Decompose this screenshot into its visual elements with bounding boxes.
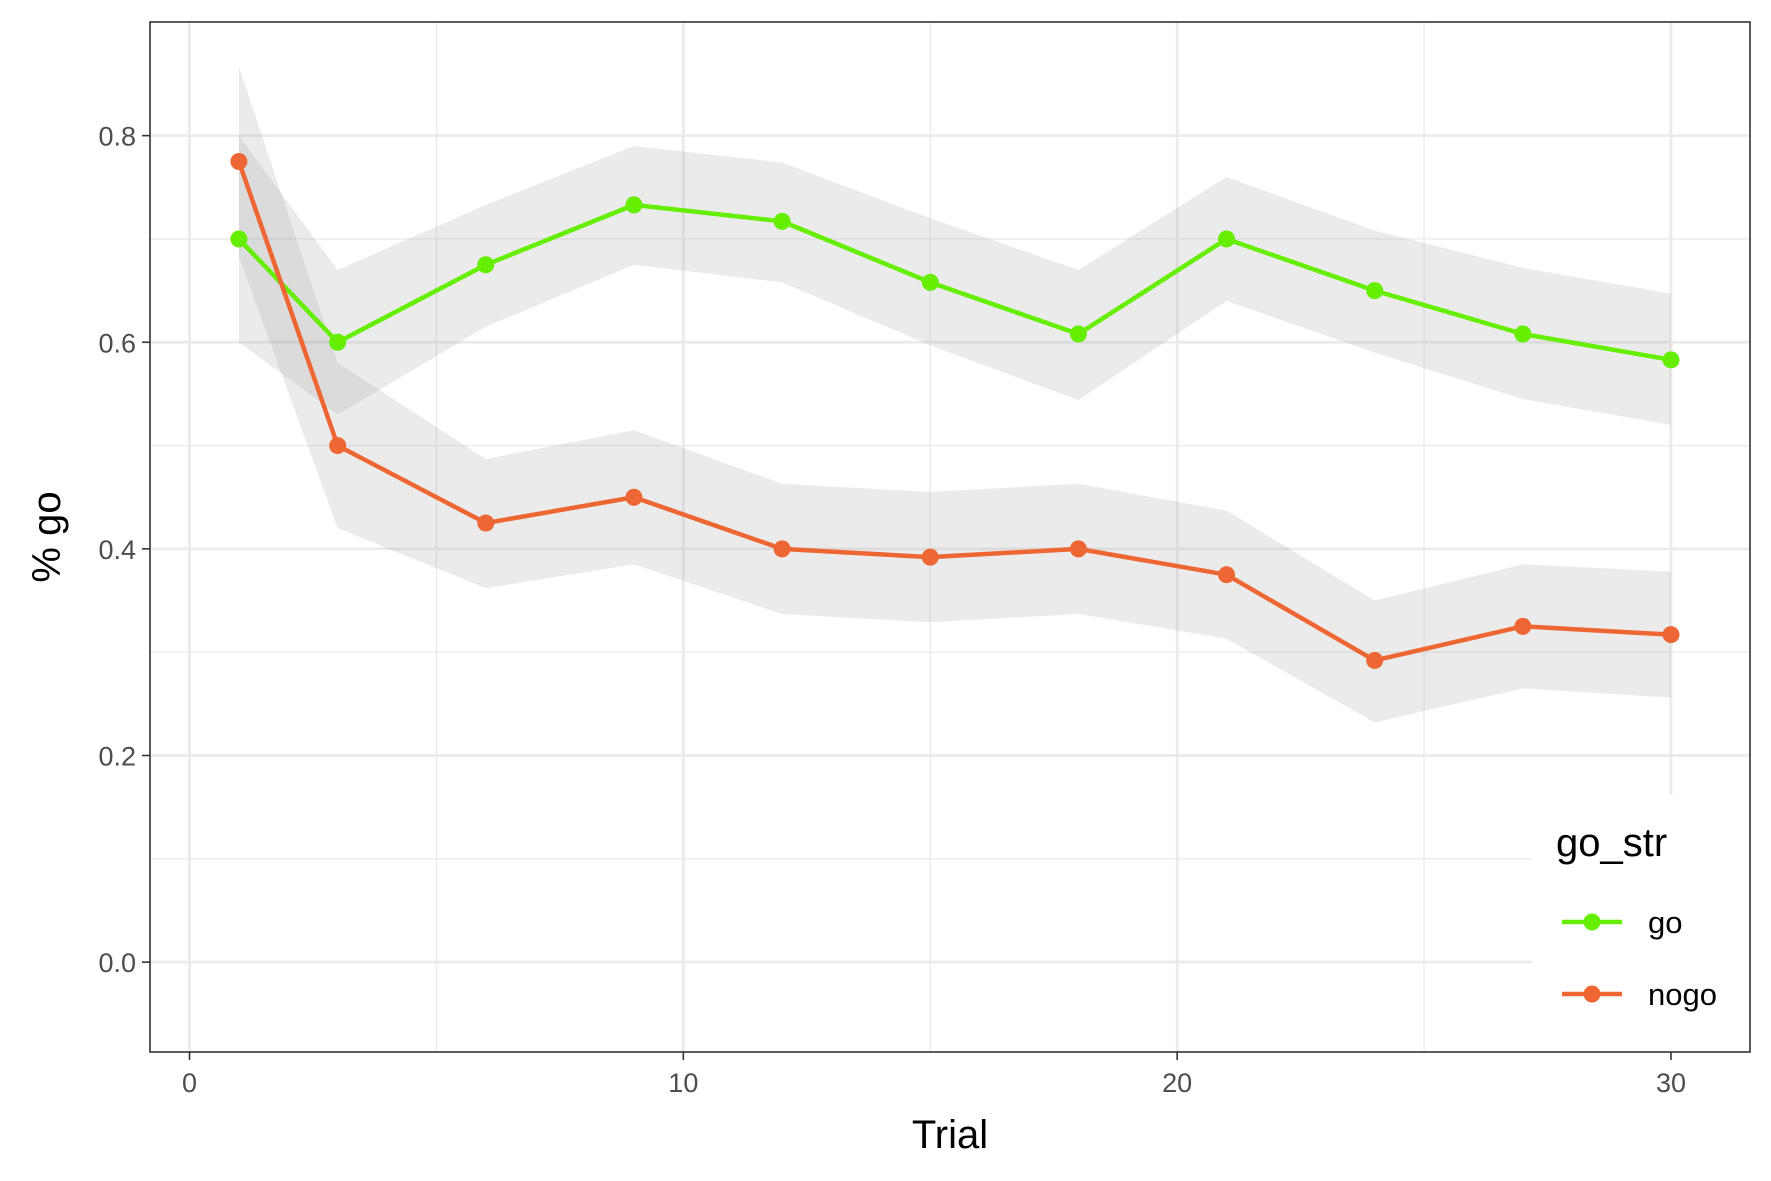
y-tick-label: 0.8 [98,122,136,152]
minor-gridlines [150,22,1750,1052]
go-confidence-ribbon [238,135,1671,425]
y-axis-title: % go [25,491,69,582]
go-data-point [773,212,791,230]
x-tick-label: 20 [1162,1068,1192,1098]
nogo-legend-point [1583,985,1601,1003]
go-data-point [329,333,347,351]
go-data-point [1514,325,1532,343]
go-data-point [1069,325,1087,343]
x-axis-title: Trial [912,1113,988,1157]
nogo-data-point [329,437,347,455]
legend-keys: go nogo [1562,905,1717,1012]
go-data-point [1366,282,1384,300]
y-tick-label: 0.4 [98,535,136,565]
go-data-point [1218,230,1236,248]
x-axis: 0 10 20 30 [182,1052,1686,1098]
plot-panel-border [149,21,1751,1053]
legend-label-nogo: nogo [1648,977,1717,1012]
nogo-data-point [1069,540,1087,558]
nogo-data-point [230,152,248,170]
go-data-point [477,256,495,274]
nogo-data-point [625,488,643,506]
go-data-point [625,196,643,214]
legend: go_str go nogo [1532,795,1750,1057]
go-data-point [1662,351,1680,369]
plot-panel-background [150,22,1750,1052]
nogo-data-point [477,514,495,532]
legend-label-go: go [1648,905,1682,940]
nogo-data-point [1514,617,1532,635]
nogo-data-point [1218,566,1236,584]
go-data-point [230,230,248,248]
nogo-data-point [1366,651,1384,669]
legend-background [1532,795,1750,1057]
nogo-confidence-ribbon [238,66,1671,723]
y-axis: 0.0 0.2 0.4 0.6 0.8 [98,122,150,978]
x-tick-label: 0 [182,1068,197,1098]
x-tick-label: 10 [668,1068,698,1098]
series-points [230,152,1680,669]
x-tick-label: 30 [1656,1068,1686,1098]
y-tick-label: 0.6 [98,328,136,358]
go-legend-point [1583,913,1601,931]
y-tick-label: 0.2 [98,742,136,772]
nogo-data-point [773,540,791,558]
nogo-data-point [1662,626,1680,644]
legend-title: go_str [1556,821,1667,865]
confidence-ribbons [238,66,1671,723]
nogo-data-point [921,548,939,566]
go-data-point [921,273,939,291]
y-tick-label: 0.0 [98,948,136,978]
